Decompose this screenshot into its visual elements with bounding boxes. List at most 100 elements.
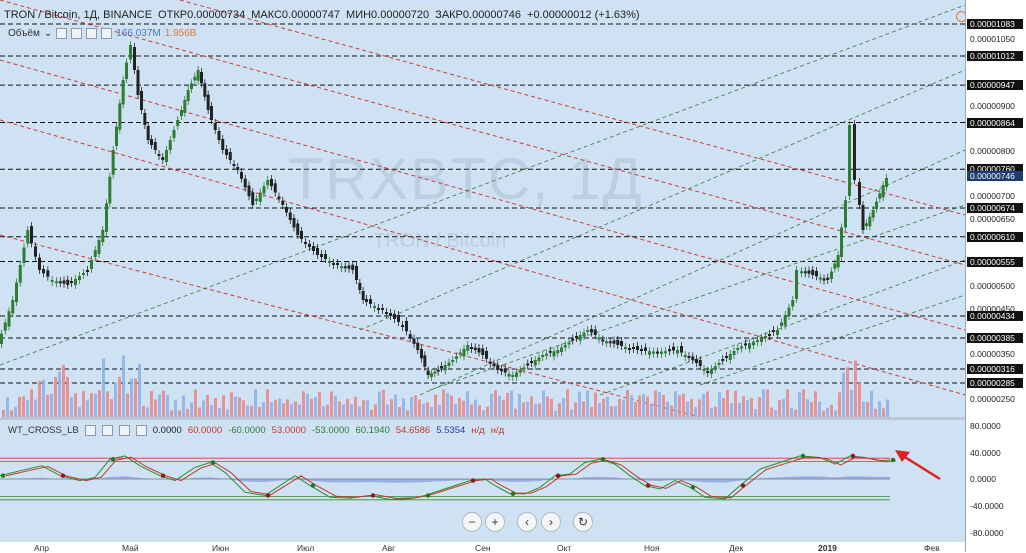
volume-bar bbox=[438, 404, 441, 417]
symbol-title[interactable]: TRON / Bitcoin, 1Д, BINANCE bbox=[4, 9, 153, 21]
candle-body bbox=[82, 273, 85, 275]
candle-body bbox=[50, 280, 54, 282]
more-icon[interactable] bbox=[135, 425, 147, 436]
cross-dot bbox=[740, 483, 746, 488]
time-axis[interactable] bbox=[0, 542, 965, 552]
candle-body bbox=[243, 178, 247, 188]
cross-dot bbox=[850, 453, 856, 459]
cross-dot bbox=[210, 460, 216, 465]
volume-bar bbox=[862, 401, 865, 417]
volume-bar bbox=[886, 399, 889, 417]
candle-body bbox=[496, 365, 500, 370]
volume-bar bbox=[718, 392, 721, 417]
candle-body bbox=[74, 279, 77, 285]
legend-close: ЗАКР0.00000746 bbox=[435, 9, 522, 21]
candle-body bbox=[281, 200, 285, 205]
candle-body bbox=[401, 325, 404, 327]
candle-body bbox=[537, 357, 541, 361]
candle-body bbox=[680, 346, 683, 353]
candle-body bbox=[328, 261, 331, 263]
candle-body bbox=[416, 342, 420, 350]
cross-dot bbox=[160, 473, 166, 478]
settings-icon[interactable] bbox=[101, 425, 113, 436]
date-axis-label: Фев bbox=[924, 543, 940, 553]
volume-bar bbox=[266, 389, 269, 417]
volume-bar bbox=[410, 397, 413, 417]
cross-dot bbox=[690, 485, 696, 490]
chevron-down-icon[interactable]: ⌄ bbox=[43, 28, 53, 39]
cross-dot bbox=[645, 483, 651, 488]
cross-dot bbox=[60, 473, 66, 478]
volume-bar bbox=[46, 394, 49, 417]
volume-bar bbox=[814, 391, 817, 417]
volume-bar bbox=[514, 408, 517, 417]
volume-bar bbox=[178, 410, 181, 417]
volume-bar bbox=[2, 409, 5, 417]
candle-body bbox=[556, 350, 560, 354]
volume-bar bbox=[322, 406, 325, 417]
candle-body bbox=[358, 283, 362, 290]
candle-body bbox=[377, 308, 380, 310]
indicator-name[interactable]: WT_CROSS_LB bbox=[8, 425, 79, 436]
volume-bar bbox=[526, 401, 529, 417]
volume-bar bbox=[866, 401, 869, 417]
volume-bar bbox=[126, 393, 129, 417]
more-icon[interactable] bbox=[101, 28, 113, 39]
volume-bar bbox=[806, 399, 809, 417]
volume-bar bbox=[250, 405, 253, 417]
price-axis[interactable] bbox=[965, 0, 1026, 552]
price-axis-label: 0.00000864 bbox=[967, 117, 1023, 128]
candle-body bbox=[811, 269, 815, 275]
volume-bar bbox=[362, 400, 365, 417]
main-price-pane[interactable]: TRXBTC, 1Д TRON / Bitcoin TRON / Bitcoin… bbox=[0, 0, 965, 417]
candle-body bbox=[756, 340, 759, 342]
settings-icon[interactable] bbox=[71, 28, 83, 39]
volume-bar bbox=[466, 391, 469, 417]
collapse-legend-icon[interactable] bbox=[956, 11, 965, 22]
eye-icon[interactable] bbox=[84, 425, 96, 436]
volume-bar bbox=[506, 393, 509, 417]
candle-body bbox=[228, 152, 232, 160]
eye-icon[interactable] bbox=[56, 28, 68, 39]
wt2-line bbox=[5, 456, 897, 499]
candle-body bbox=[830, 271, 833, 279]
volume-bar bbox=[446, 392, 449, 417]
candle-body bbox=[447, 362, 451, 366]
volume-bar bbox=[478, 405, 481, 417]
reset-chart-button[interactable]: ↻ bbox=[573, 512, 593, 532]
volume-bar bbox=[430, 407, 433, 417]
candle-body bbox=[736, 348, 740, 350]
chart-area[interactable]: TRXBTC, 1Д TRON / Bitcoin TRON / Bitcoin… bbox=[0, 0, 965, 552]
candle-body bbox=[66, 279, 70, 285]
volume-bar bbox=[574, 402, 577, 417]
indicator-param-1: 60.0000 bbox=[187, 425, 223, 436]
scroll-back-button[interactable]: ‹ bbox=[517, 512, 537, 532]
volume-bar bbox=[210, 405, 213, 417]
volume-bar bbox=[538, 403, 541, 417]
zoom-out-button[interactable]: − bbox=[462, 512, 482, 532]
close-icon[interactable] bbox=[86, 28, 98, 39]
close-icon[interactable] bbox=[118, 425, 130, 436]
candle-body bbox=[470, 347, 473, 349]
indicator-pane[interactable] bbox=[0, 420, 965, 542]
candle-body bbox=[608, 341, 612, 344]
pane-separator[interactable] bbox=[0, 417, 965, 420]
volume-bar bbox=[42, 379, 45, 417]
candle-body bbox=[660, 351, 663, 354]
candle-body bbox=[548, 350, 552, 353]
candle-body bbox=[93, 250, 97, 257]
candle-body bbox=[423, 355, 427, 367]
volume-bar bbox=[754, 409, 757, 417]
volume-bar bbox=[106, 391, 109, 417]
candle-body bbox=[351, 264, 355, 270]
volume-bar bbox=[870, 390, 873, 417]
candle-body bbox=[196, 70, 200, 81]
scroll-forward-button[interactable]: › bbox=[541, 512, 561, 532]
red-trendline bbox=[179, 0, 965, 216]
candle-body bbox=[687, 356, 691, 358]
zoom-in-button[interactable]: + bbox=[485, 512, 505, 532]
volume-bars bbox=[2, 355, 889, 417]
volume-bar bbox=[286, 399, 289, 417]
volume-label[interactable]: Объём bbox=[8, 28, 40, 39]
candle-body bbox=[405, 321, 408, 332]
